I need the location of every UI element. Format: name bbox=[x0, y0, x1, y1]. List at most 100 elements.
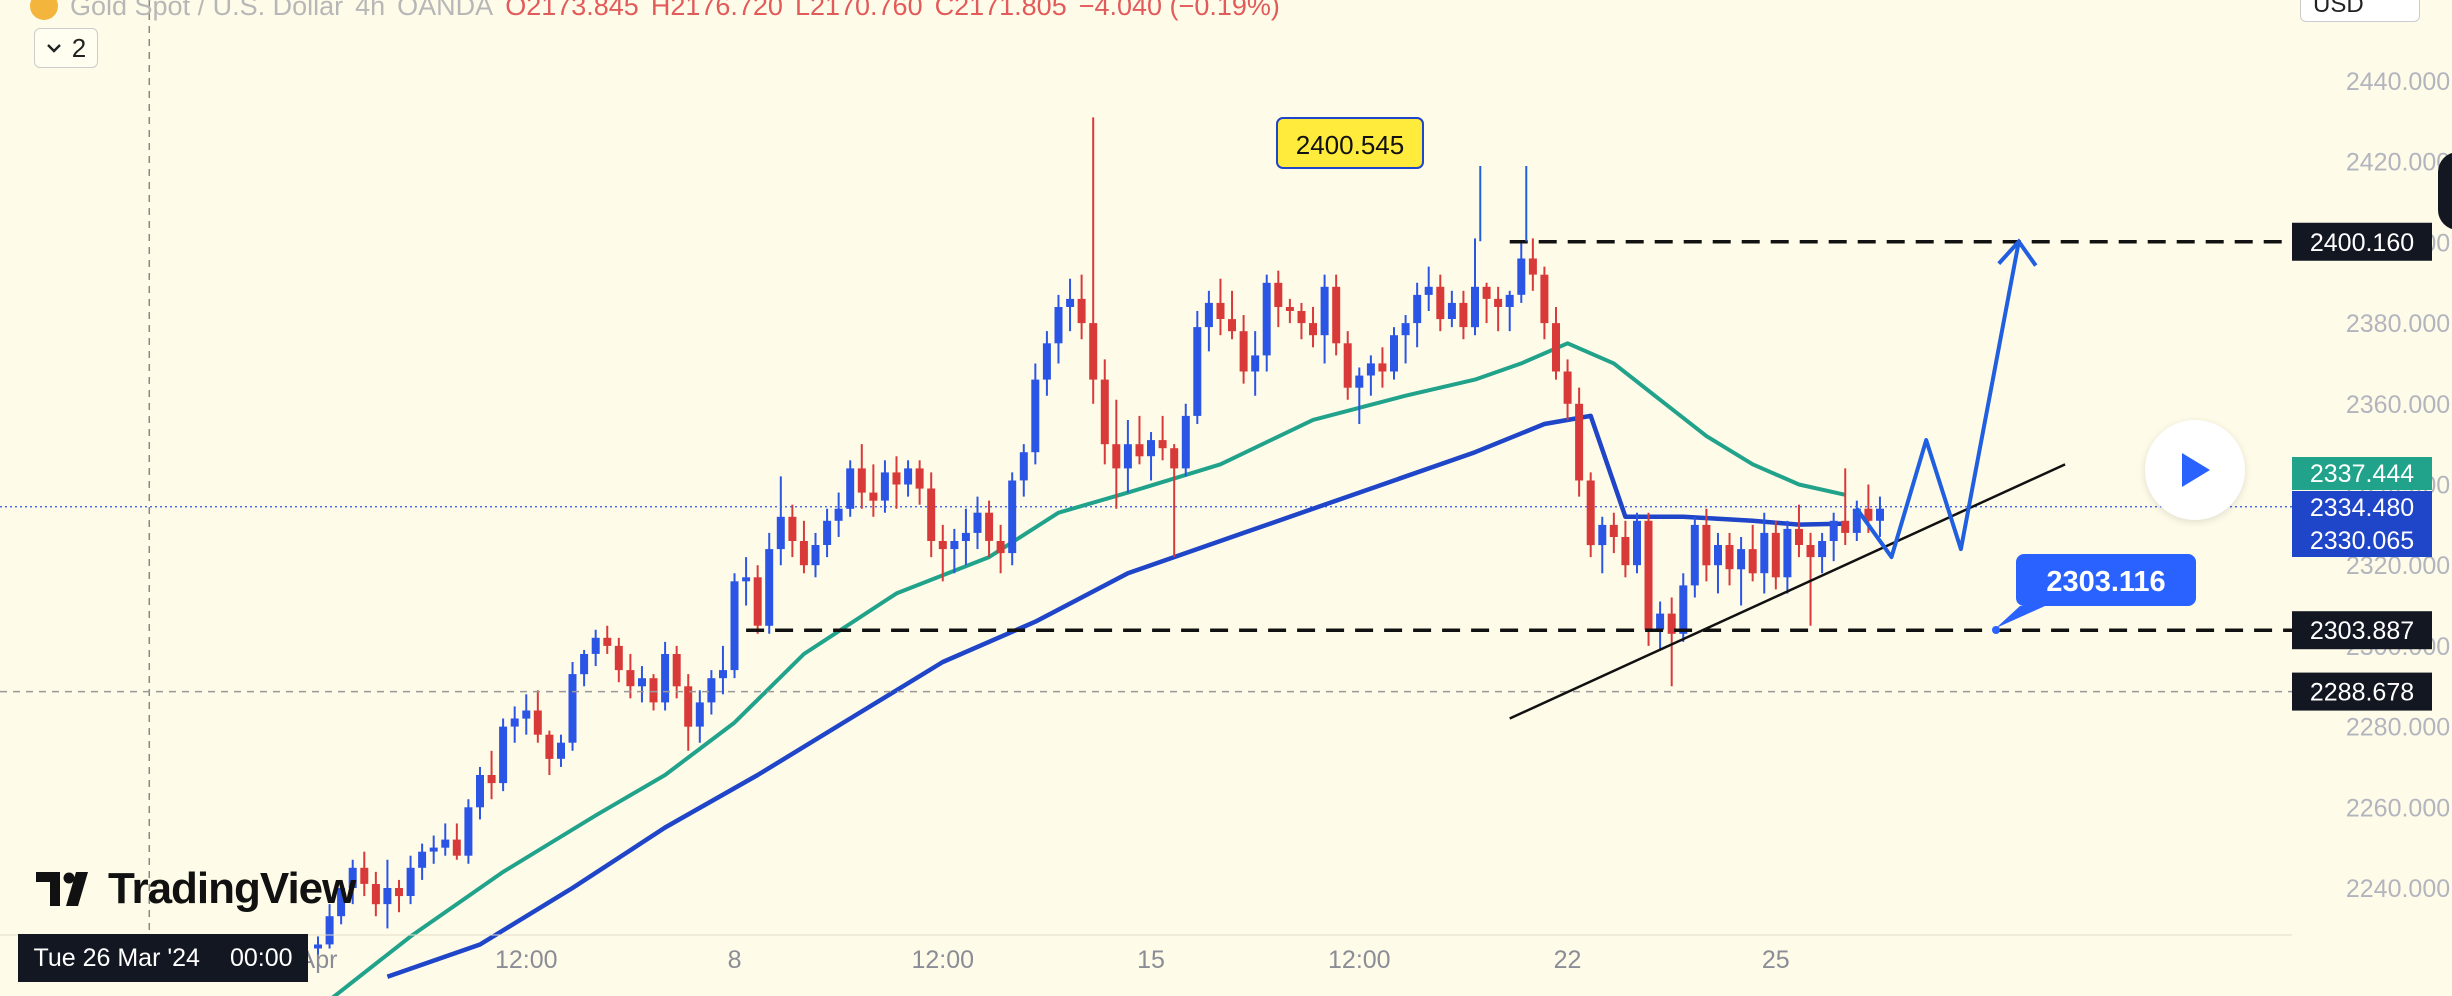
candle-body bbox=[1818, 541, 1827, 558]
currency-label: USD bbox=[2313, 0, 2364, 18]
candle-body bbox=[557, 742, 565, 759]
candle-body bbox=[1459, 302, 1468, 328]
candle-body bbox=[545, 734, 554, 759]
close-value: C2171.805 bbox=[934, 0, 1067, 21]
candle-body bbox=[1795, 528, 1803, 545]
candle-body bbox=[1089, 323, 1098, 380]
candle-body bbox=[1274, 282, 1283, 307]
candles[interactable] bbox=[314, 117, 1884, 961]
candle-body bbox=[1066, 298, 1075, 307]
candle-body bbox=[1667, 613, 1676, 634]
candle-body bbox=[1031, 379, 1040, 453]
candle-body bbox=[996, 541, 1005, 554]
candle-body bbox=[1413, 294, 1422, 324]
candle-body bbox=[1714, 545, 1722, 566]
play-icon bbox=[2182, 453, 2210, 487]
candle-body bbox=[1679, 585, 1688, 634]
candle-body bbox=[719, 670, 727, 679]
candle-body bbox=[499, 726, 508, 784]
side-panel-toggle[interactable] bbox=[2438, 152, 2452, 230]
candle-body bbox=[649, 678, 658, 703]
crosshair-date: Tue 26 Mar '24 bbox=[33, 943, 200, 972]
tradingview-logo[interactable]: TradingView bbox=[36, 864, 356, 914]
candle-body bbox=[1760, 532, 1769, 574]
price-axis[interactable]: 2240.0002260.0002280.0002300.0002320.000… bbox=[2292, 68, 2450, 903]
candle-body bbox=[1563, 371, 1572, 404]
candle-body bbox=[418, 851, 427, 868]
candle-body bbox=[985, 512, 994, 541]
candle-body bbox=[1471, 286, 1479, 328]
logo-text: TradingView bbox=[108, 864, 356, 913]
drawings[interactable]: 2400.545 2303.116 bbox=[0, 117, 2292, 720]
candle-body bbox=[580, 654, 589, 675]
candle-body bbox=[1656, 613, 1665, 630]
candle-body bbox=[395, 888, 403, 897]
moving-averages bbox=[331, 341, 1846, 996]
candle-body bbox=[1077, 298, 1086, 324]
level-price-tag bbox=[2292, 222, 2432, 261]
candle-body bbox=[1482, 286, 1491, 299]
candle-body bbox=[1644, 520, 1653, 630]
currency-button[interactable]: USD bbox=[2300, 0, 2420, 22]
candle-body bbox=[730, 581, 739, 671]
price-callout-box bbox=[1276, 117, 1424, 169]
candle-body bbox=[661, 654, 670, 703]
candle-body bbox=[1702, 524, 1711, 566]
candle-body bbox=[1494, 298, 1503, 307]
candle-body bbox=[568, 674, 577, 743]
indicator-price-tag bbox=[2292, 524, 2432, 557]
change-value: −4.040 (−0.19%) bbox=[1078, 0, 1280, 21]
candle-body bbox=[973, 512, 982, 533]
chevron-down-icon bbox=[46, 44, 61, 53]
candle-body bbox=[360, 867, 369, 884]
tradingview-logo-icon bbox=[36, 872, 88, 906]
candle-body bbox=[1378, 363, 1387, 372]
symbol-name[interactable]: Gold Spot / U.S. Dollar bbox=[70, 0, 344, 21]
candle-body bbox=[487, 775, 496, 784]
candle-body bbox=[1181, 415, 1190, 469]
level-price-tag-label: 2288.678 bbox=[2310, 679, 2414, 707]
candle-body bbox=[464, 807, 473, 856]
candle-body bbox=[1355, 375, 1364, 388]
indicators-count: 2 bbox=[71, 32, 87, 63]
price-tick-label: 2240.000 bbox=[2346, 875, 2450, 903]
symbol-legend[interactable]: Gold Spot / U.S. Dollar 4h OANDA O2173.8… bbox=[30, 0, 1280, 26]
candle-body bbox=[1528, 258, 1537, 275]
candle-body bbox=[348, 867, 357, 888]
replay-play-button[interactable] bbox=[2145, 420, 2245, 520]
candle-body bbox=[1285, 307, 1294, 311]
candle-body bbox=[880, 472, 889, 501]
candle-body bbox=[811, 545, 820, 566]
candle-body bbox=[1690, 524, 1699, 586]
ema-slow-line bbox=[386, 413, 1846, 979]
candle-body bbox=[904, 468, 913, 485]
interval-label[interactable]: 4h bbox=[355, 0, 386, 21]
candle-body bbox=[1297, 311, 1306, 324]
candle-body bbox=[1147, 440, 1155, 457]
candle-body bbox=[638, 678, 646, 687]
candle-body bbox=[1609, 524, 1618, 537]
open-value: O2173.845 bbox=[505, 0, 639, 21]
time-axis[interactable]: Apr 12:00 8 12:00 15 12:00 22 25 bbox=[0, 934, 2292, 974]
price-note-anchor bbox=[1992, 626, 2000, 634]
candle-body bbox=[614, 645, 623, 671]
price-tick-label: 2260.000 bbox=[2346, 794, 2450, 822]
price-note-tail bbox=[1996, 606, 2045, 628]
candle-body bbox=[915, 468, 924, 489]
high-value: H2176.720 bbox=[650, 0, 783, 21]
indicators-collapse-button[interactable]: 2 bbox=[34, 28, 98, 68]
level-price-tag-label: 2303.887 bbox=[2310, 617, 2414, 645]
indicator-price-tag-label: 2337.444 bbox=[2310, 460, 2414, 488]
candle-body bbox=[695, 702, 704, 727]
candle-body bbox=[846, 468, 855, 509]
candle-body bbox=[1193, 327, 1202, 416]
candle-body bbox=[1864, 508, 1873, 521]
candle-body bbox=[1112, 444, 1121, 469]
price-note-label: 2303.116 bbox=[2046, 566, 2165, 598]
projection-arrowhead bbox=[1997, 238, 2038, 267]
candle-body bbox=[1100, 379, 1109, 445]
candle-body bbox=[707, 678, 716, 703]
candle-body bbox=[1725, 545, 1734, 570]
candle-body bbox=[950, 541, 959, 550]
